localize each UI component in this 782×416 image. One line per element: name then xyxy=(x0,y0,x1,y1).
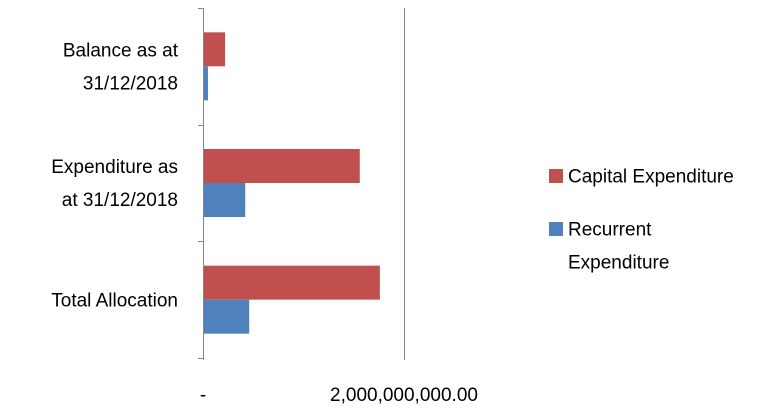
legend-swatch xyxy=(549,222,563,236)
value-tick-label: - xyxy=(200,385,206,406)
category-labels: Balance as at 31/12/2018 Expenditure as at … xyxy=(51,40,178,311)
category-label: Total Allocation xyxy=(51,290,178,311)
category-axis xyxy=(198,8,204,360)
legend-label: Recurrent Expenditure xyxy=(568,220,669,274)
legend-swatch xyxy=(549,169,563,183)
bar-capital-expenditure xyxy=(204,265,380,300)
bars xyxy=(204,32,380,334)
bar-recurrent-expenditure xyxy=(204,183,246,217)
value-tick-label: 2,000,000,000.00 xyxy=(330,385,478,406)
bar-capital-expenditure xyxy=(204,149,360,183)
category-label: Balance as at 31/12/2018 xyxy=(63,40,179,94)
bar-capital-expenditure xyxy=(204,32,226,67)
value-tick-labels: - 2,000,000,000.00 xyxy=(200,385,478,406)
legend: Capital Expenditure Recurrent Expenditure xyxy=(549,167,734,274)
bar-recurrent-expenditure xyxy=(204,299,250,334)
legend-label: Capital Expenditure xyxy=(568,167,734,188)
category-label: Expenditure as at 31/12/2018 xyxy=(51,157,178,211)
bar-recurrent-expenditure xyxy=(204,66,209,101)
